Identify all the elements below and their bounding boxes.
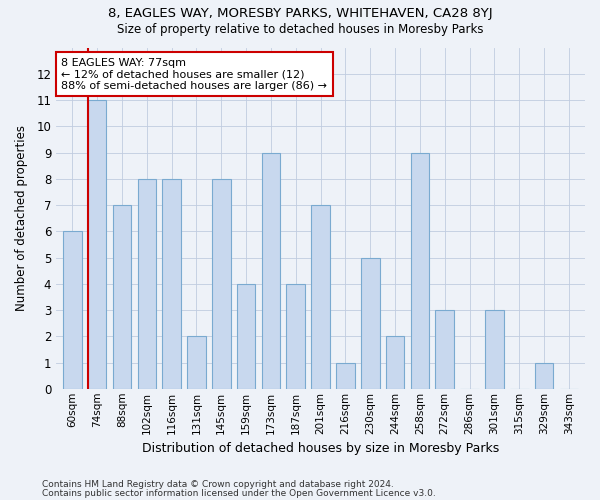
Text: Size of property relative to detached houses in Moresby Parks: Size of property relative to detached ho… xyxy=(117,22,483,36)
Bar xyxy=(286,284,305,389)
Bar xyxy=(212,179,230,389)
Text: 8 EAGLES WAY: 77sqm
← 12% of detached houses are smaller (12)
88% of semi-detach: 8 EAGLES WAY: 77sqm ← 12% of detached ho… xyxy=(61,58,328,91)
Text: 8, EAGLES WAY, MORESBY PARKS, WHITEHAVEN, CA28 8YJ: 8, EAGLES WAY, MORESBY PARKS, WHITEHAVEN… xyxy=(107,8,493,20)
Bar xyxy=(436,310,454,389)
Bar xyxy=(88,100,106,389)
Y-axis label: Number of detached properties: Number of detached properties xyxy=(15,125,28,311)
Bar xyxy=(63,232,82,389)
X-axis label: Distribution of detached houses by size in Moresby Parks: Distribution of detached houses by size … xyxy=(142,442,499,455)
Bar xyxy=(485,310,503,389)
Bar xyxy=(237,284,256,389)
Text: Contains HM Land Registry data © Crown copyright and database right 2024.: Contains HM Land Registry data © Crown c… xyxy=(42,480,394,489)
Text: Contains public sector information licensed under the Open Government Licence v3: Contains public sector information licen… xyxy=(42,488,436,498)
Bar xyxy=(137,179,156,389)
Bar xyxy=(187,336,206,389)
Bar xyxy=(336,362,355,389)
Bar xyxy=(113,205,131,389)
Bar xyxy=(535,362,553,389)
Bar xyxy=(386,336,404,389)
Bar xyxy=(410,152,429,389)
Bar xyxy=(163,179,181,389)
Bar xyxy=(361,258,380,389)
Bar xyxy=(262,152,280,389)
Bar xyxy=(311,205,330,389)
